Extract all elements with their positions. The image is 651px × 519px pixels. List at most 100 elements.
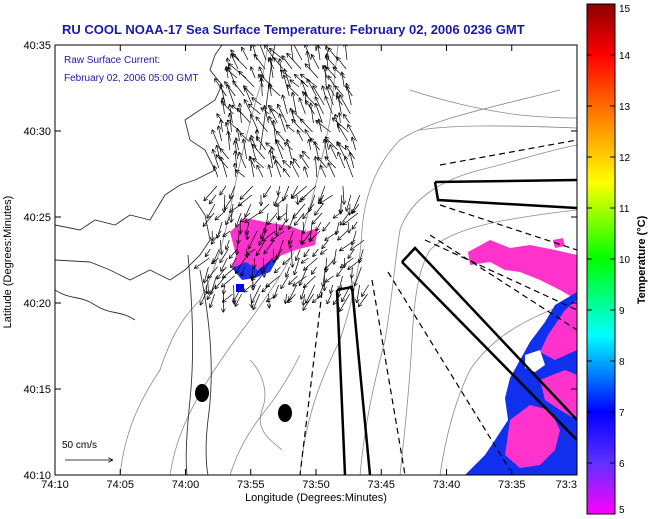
current-vector [293,159,301,169]
current-vector [330,145,338,160]
current-vector [323,221,331,231]
current-vector [195,257,210,268]
current-vector [287,85,299,97]
colorbar-tick-label: 13 [619,102,631,113]
colorbar-tick-label: 10 [619,255,631,266]
current-vector [207,203,216,218]
current-vector [325,97,333,115]
current-vector [211,230,222,244]
current-vector [327,293,332,304]
current-vector [261,221,268,239]
current-vector [328,163,336,178]
lane-boundaries [299,139,577,475]
colorbar-tick-label: 15 [619,4,631,15]
x-tick-label: 74:05 [106,479,134,491]
current-vector [240,185,254,199]
current-vector [267,293,278,302]
current-vector [236,212,242,227]
current-vector [236,170,246,178]
current-vector [300,98,306,115]
current-vector [233,81,245,97]
current-vector [210,194,217,204]
current-vector [244,284,252,292]
current-vector [274,58,284,70]
current-vector [318,158,328,169]
current-vector [352,138,356,151]
current-vector [303,92,316,106]
current-vector [222,102,234,115]
current-vector [224,284,225,294]
current-vector [318,46,320,61]
current-vector [212,257,219,264]
current-vector [292,120,304,133]
current-vector [235,293,242,306]
current-vector [274,121,276,142]
current-vector [338,152,346,169]
current-vector [352,266,353,278]
current-vector [338,284,342,297]
current-vector [298,130,303,142]
current-vector [242,48,249,61]
y-tick-label: 40:10 [23,470,51,482]
current-vector [302,257,309,263]
current-vector [226,212,233,224]
current-vector [340,212,350,225]
current-vector [313,86,325,106]
current-vector [270,151,274,169]
current-vector [302,230,312,244]
current-vector [283,185,290,201]
colorbar-tick-label: 12 [619,153,631,164]
current-vector [253,275,262,287]
y-tick-label: 40:30 [23,126,51,138]
scale-label: 50 cm/s [62,440,97,451]
current-vector [295,212,305,225]
shipping-lanes [335,178,577,475]
current-vector [227,85,235,106]
current-vector [250,157,255,178]
island-marker [195,384,209,402]
current-vector [304,167,309,178]
colorbar-tick-label: 7 [619,408,625,419]
y-tick-label: 40:20 [23,298,51,310]
current-vector [338,124,348,142]
current-vector [223,266,236,278]
current-vector [287,125,295,133]
current-vector [286,266,290,277]
x-tick-label: 74:10 [41,479,69,491]
current-vector [348,221,349,233]
current-vector [305,64,319,79]
current-vector [215,275,226,289]
current-vector [264,106,269,124]
current-vector [247,230,248,239]
current-vector [316,221,322,231]
current-vector [352,221,358,229]
current-vector [254,55,266,70]
current-vector [237,109,251,124]
current-vector [341,257,354,268]
current-vector [320,194,334,203]
current-vector [333,67,346,79]
current-vector [222,275,235,287]
current-vector [315,97,324,115]
current-vector [303,203,315,218]
current-vector [309,194,316,211]
colorbar-tick-label: 14 [619,51,631,62]
current-vector [323,86,326,97]
current-vector [283,169,291,178]
current-vector [200,293,206,305]
x-tick-label: 73:40 [433,479,461,491]
current-vector [249,105,261,115]
current-vector [239,72,255,88]
x-tick-label: 74:00 [172,479,200,491]
current-vector [280,59,283,79]
current-vector [230,185,236,198]
current-vector [303,293,304,305]
current-vector [236,257,246,273]
current-vector [230,248,238,258]
current-vector [288,293,296,302]
x-axis-ticks: 74:10 74:05 74:00 73:55 73:50 73:45 73:40 73:35… [41,45,578,491]
current-vector [263,230,276,241]
current-vector [280,114,286,133]
current-vector [339,275,343,290]
current-vector [313,293,323,302]
